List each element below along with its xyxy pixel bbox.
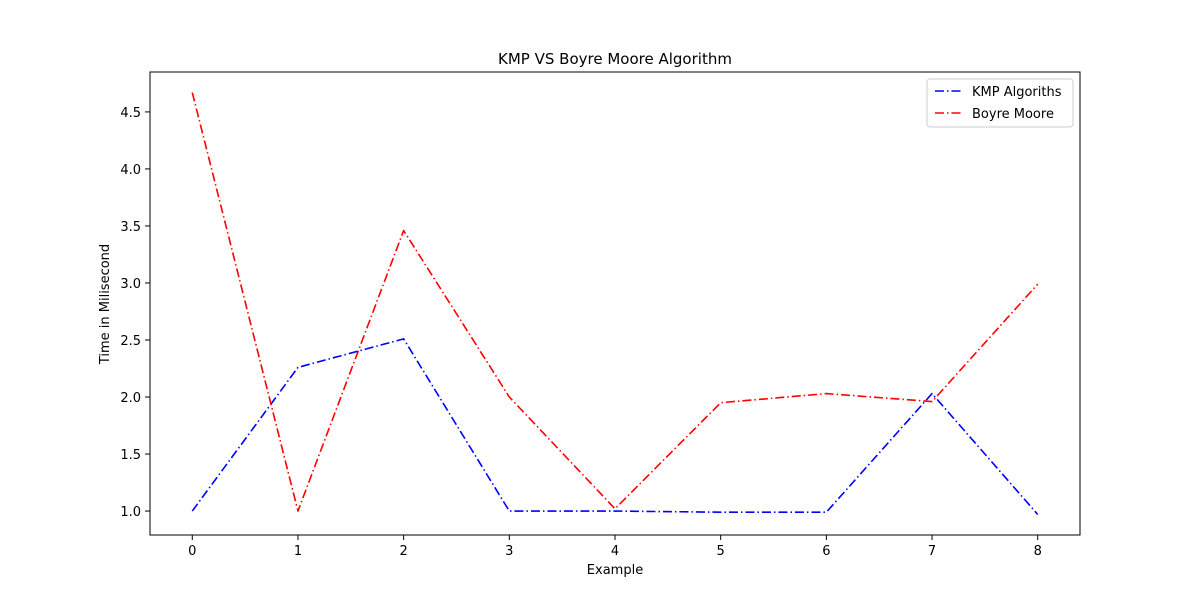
y-tick-label: 4.5 <box>120 106 141 121</box>
y-axis-label: Time in Milisecond <box>98 244 113 365</box>
y-tick-label: 4.0 <box>120 163 141 178</box>
legend-label-1: Boyre Moore <box>972 107 1054 122</box>
y-axis-ticks: 1.0 1.5 2.0 2.5 3.0 3.5 4.0 4.5 <box>120 106 150 520</box>
legend-label-0: KMP Algoriths <box>972 85 1062 100</box>
chart-title: KMP VS Boyre Moore Algorithm <box>498 50 732 68</box>
series-line-1 <box>191 92 1039 512</box>
plot-lines <box>191 92 1039 515</box>
x-tick-label: 8 <box>1034 544 1042 559</box>
x-axis-ticks: 0 1 2 3 4 5 6 7 8 <box>188 535 1042 559</box>
legend-box <box>926 78 1074 128</box>
x-tick-label: 2 <box>399 544 407 559</box>
y-tick-label: 3.5 <box>120 220 141 235</box>
x-axis-label: Example <box>587 563 643 578</box>
x-tick-label: 3 <box>505 544 513 559</box>
x-tick-label: 5 <box>717 544 725 559</box>
x-tick-label: 0 <box>188 544 196 559</box>
x-tick-label: 1 <box>294 544 302 559</box>
y-tick-label: 1.0 <box>120 505 141 520</box>
y-tick-label: 2.0 <box>120 391 141 406</box>
x-tick-label: 4 <box>611 544 619 559</box>
series-line-0 <box>191 338 1039 515</box>
plot-frame <box>149 71 1081 536</box>
x-tick-label: 6 <box>822 544 830 559</box>
y-tick-label: 3.0 <box>120 277 141 292</box>
legend: KMP Algoriths Boyre Moore <box>926 78 1074 128</box>
y-tick-label: 1.5 <box>120 448 141 463</box>
y-tick-label: 2.5 <box>120 334 141 349</box>
x-tick-label: 7 <box>928 544 936 559</box>
